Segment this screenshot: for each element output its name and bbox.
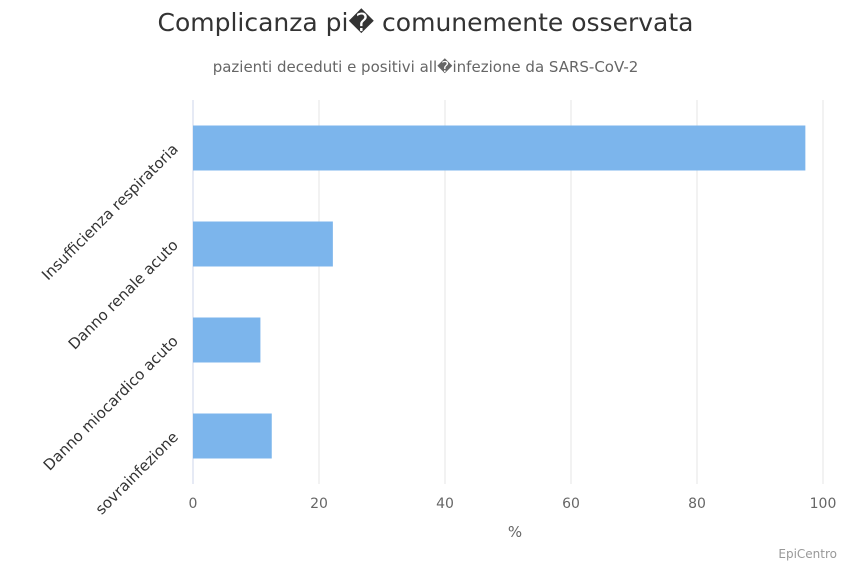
- bar[interactable]: [193, 413, 272, 459]
- x-tick-label: 40: [436, 496, 454, 512]
- x-tick-label: 60: [562, 496, 580, 512]
- x-tick-label: 100: [810, 496, 837, 512]
- bar[interactable]: [193, 317, 261, 363]
- category-label: sovrainfezione: [92, 428, 182, 518]
- credits-link[interactable]: EpiCentro: [778, 547, 837, 561]
- chart-title: Complicanza pi� comunemente osservata: [157, 8, 694, 37]
- x-axis-title: %: [508, 523, 522, 541]
- x-tick-label: 20: [310, 496, 328, 512]
- bar[interactable]: [193, 125, 806, 171]
- chart-subtitle: pazienti deceduti e positivi all�infezio…: [212, 58, 639, 76]
- x-axis-ticks: 0 20 40 60 80 100: [189, 496, 837, 512]
- bar[interactable]: [193, 221, 333, 267]
- x-tick-label: 80: [688, 496, 706, 512]
- bars: [193, 125, 806, 459]
- x-tick-label: 0: [189, 496, 198, 512]
